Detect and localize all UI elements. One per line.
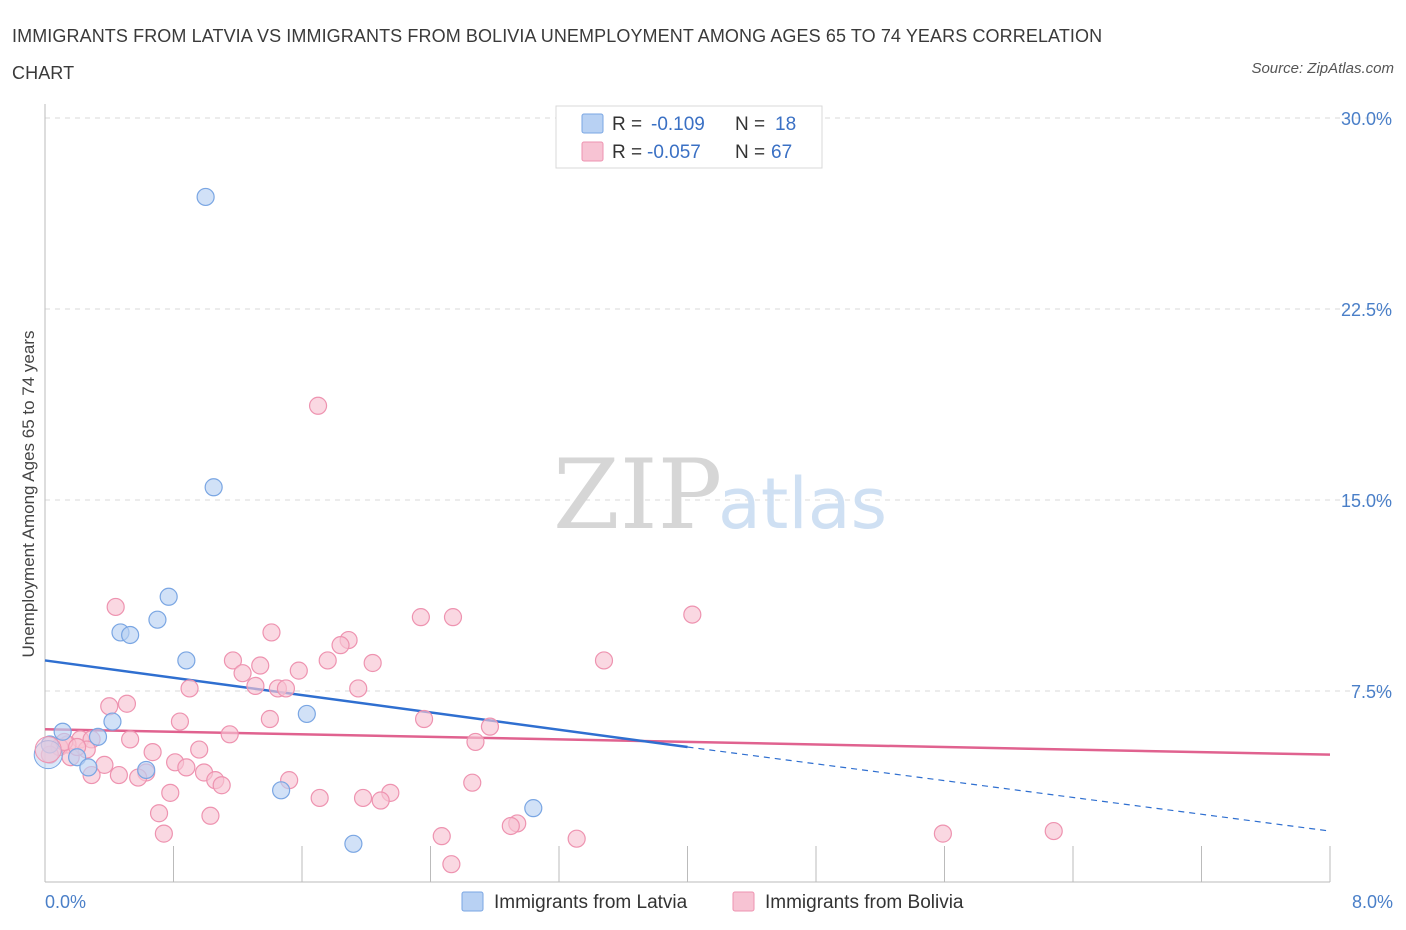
watermark-atlas: atlas <box>718 463 887 545</box>
bolivia-point <box>308 396 328 415</box>
y-tick-label: 22.5% <box>1341 300 1392 320</box>
bolivia-point <box>442 855 461 874</box>
bolivia-point <box>212 776 231 795</box>
bolivia-point <box>149 804 169 823</box>
bolivia-point <box>220 725 239 744</box>
bolivia-trend-line <box>44 727 1331 756</box>
bolivia-point <box>121 730 140 749</box>
bolivia-point <box>276 679 296 698</box>
bolivia-point <box>463 773 482 792</box>
bolivia-point <box>177 758 196 777</box>
gridlines <box>45 117 1392 692</box>
latvia-point <box>177 651 196 670</box>
latvia-point <box>53 722 72 741</box>
bolivia-point <box>331 636 350 655</box>
bolivia-legend-swatch <box>581 141 604 162</box>
latvia-point <box>204 478 223 497</box>
bolivia-n-value: 67 <box>771 142 792 163</box>
bolivia-point <box>501 816 520 836</box>
watermark: ZIP atlas <box>553 439 887 551</box>
bolivia-point <box>443 608 463 627</box>
latvia-point <box>196 187 215 207</box>
bolivia-point <box>154 824 173 843</box>
bolivia-cluster-point <box>34 736 62 764</box>
bolivia-point <box>170 712 190 731</box>
chart-title: IMMIGRANTS FROM LATVIA VS IMMIGRANTS FRO… <box>12 26 1103 83</box>
bolivia-point <box>1044 821 1063 841</box>
bolivia-point <box>100 697 119 716</box>
bolivia-point <box>432 827 451 846</box>
latvia-series-swatch <box>461 891 484 912</box>
latvia-point <box>159 587 178 606</box>
bolivia-point <box>260 709 279 729</box>
bolivia-point <box>289 661 308 680</box>
stats-legend: R = -0.109 N = 18 R = -0.057 N = 67 <box>555 105 823 169</box>
bolivia-point <box>318 651 337 670</box>
bolivia-point <box>223 651 243 670</box>
bolivia-point <box>106 597 125 617</box>
trend-lines <box>44 659 1331 832</box>
bolivia-point <box>117 694 137 713</box>
watermark-zip: ZIP <box>553 439 722 551</box>
bolivia-r-label: R = <box>612 142 642 163</box>
bolivia-point <box>310 788 329 808</box>
latvia-point <box>148 610 167 629</box>
bolivia-series-label: Immigrants from Bolivia <box>765 892 964 913</box>
latvia-trend-extension <box>687 746 1331 832</box>
y-tick-label: 7.5% <box>1351 682 1392 702</box>
latvia-point <box>524 799 543 818</box>
latvia-series-label: Immigrants from Latvia <box>494 892 688 913</box>
y-tick-label: 30.0% <box>1341 109 1392 129</box>
bolivia-point <box>262 623 281 642</box>
bolivia-point <box>349 679 368 698</box>
latvia-legend-swatch <box>581 113 604 134</box>
data-points <box>33 187 1063 874</box>
bolivia-point <box>201 806 220 825</box>
bolivia-point <box>190 740 209 759</box>
bolivia-point <box>246 676 265 696</box>
latvia-point <box>68 748 87 767</box>
latvia-point <box>297 704 316 724</box>
bolivia-point <box>594 651 614 670</box>
latvia-point <box>103 712 122 731</box>
bolivia-point <box>161 783 180 802</box>
source-note: Source: ZipAtlas.com <box>1251 60 1394 77</box>
bolivia-point <box>251 656 270 675</box>
latvia-point <box>344 834 363 853</box>
latvia-n-value: 18 <box>775 114 796 135</box>
latvia-point <box>88 727 108 746</box>
bolivia-point <box>233 664 252 683</box>
bolivia-point <box>353 788 373 808</box>
series-legend: Immigrants from Latvia Immigrants from B… <box>461 891 964 913</box>
latvia-trend-line <box>44 659 688 749</box>
bolivia-point <box>143 743 162 762</box>
bolivia-point <box>933 824 952 843</box>
latvia-point <box>121 625 140 645</box>
bolivia-point <box>363 653 382 673</box>
bolivia-r-value: -0.057 <box>647 142 701 163</box>
bolivia-point <box>683 605 702 624</box>
tick-labels: 7.5% 15.0% 22.5% 30.0% 0.0% 8.0% <box>45 109 1393 912</box>
x-tick-label: 0.0% <box>45 892 86 912</box>
latvia-r-value: -0.109 <box>651 114 705 135</box>
bolivia-series-swatch <box>732 891 755 912</box>
bolivia-point <box>466 732 485 752</box>
bolivia-n-label: N = <box>735 142 765 163</box>
latvia-point <box>272 781 291 800</box>
y-tick-label: 15.0% <box>1341 491 1392 511</box>
bolivia-point <box>567 829 586 848</box>
bolivia-point <box>414 709 434 729</box>
latvia-point <box>79 758 98 777</box>
bolivia-point <box>371 791 390 810</box>
x-tick-label: 8.0% <box>1352 892 1393 912</box>
latvia-r-label: R = <box>612 114 642 135</box>
latvia-point <box>137 760 156 780</box>
bolivia-point <box>480 717 500 736</box>
bolivia-point <box>411 608 430 627</box>
y-axis-label: Unemployment Among Ages 65 to 74 years <box>19 331 38 658</box>
bolivia-point <box>109 765 128 785</box>
bolivia-point <box>180 679 199 698</box>
latvia-n-label: N = <box>735 114 765 135</box>
